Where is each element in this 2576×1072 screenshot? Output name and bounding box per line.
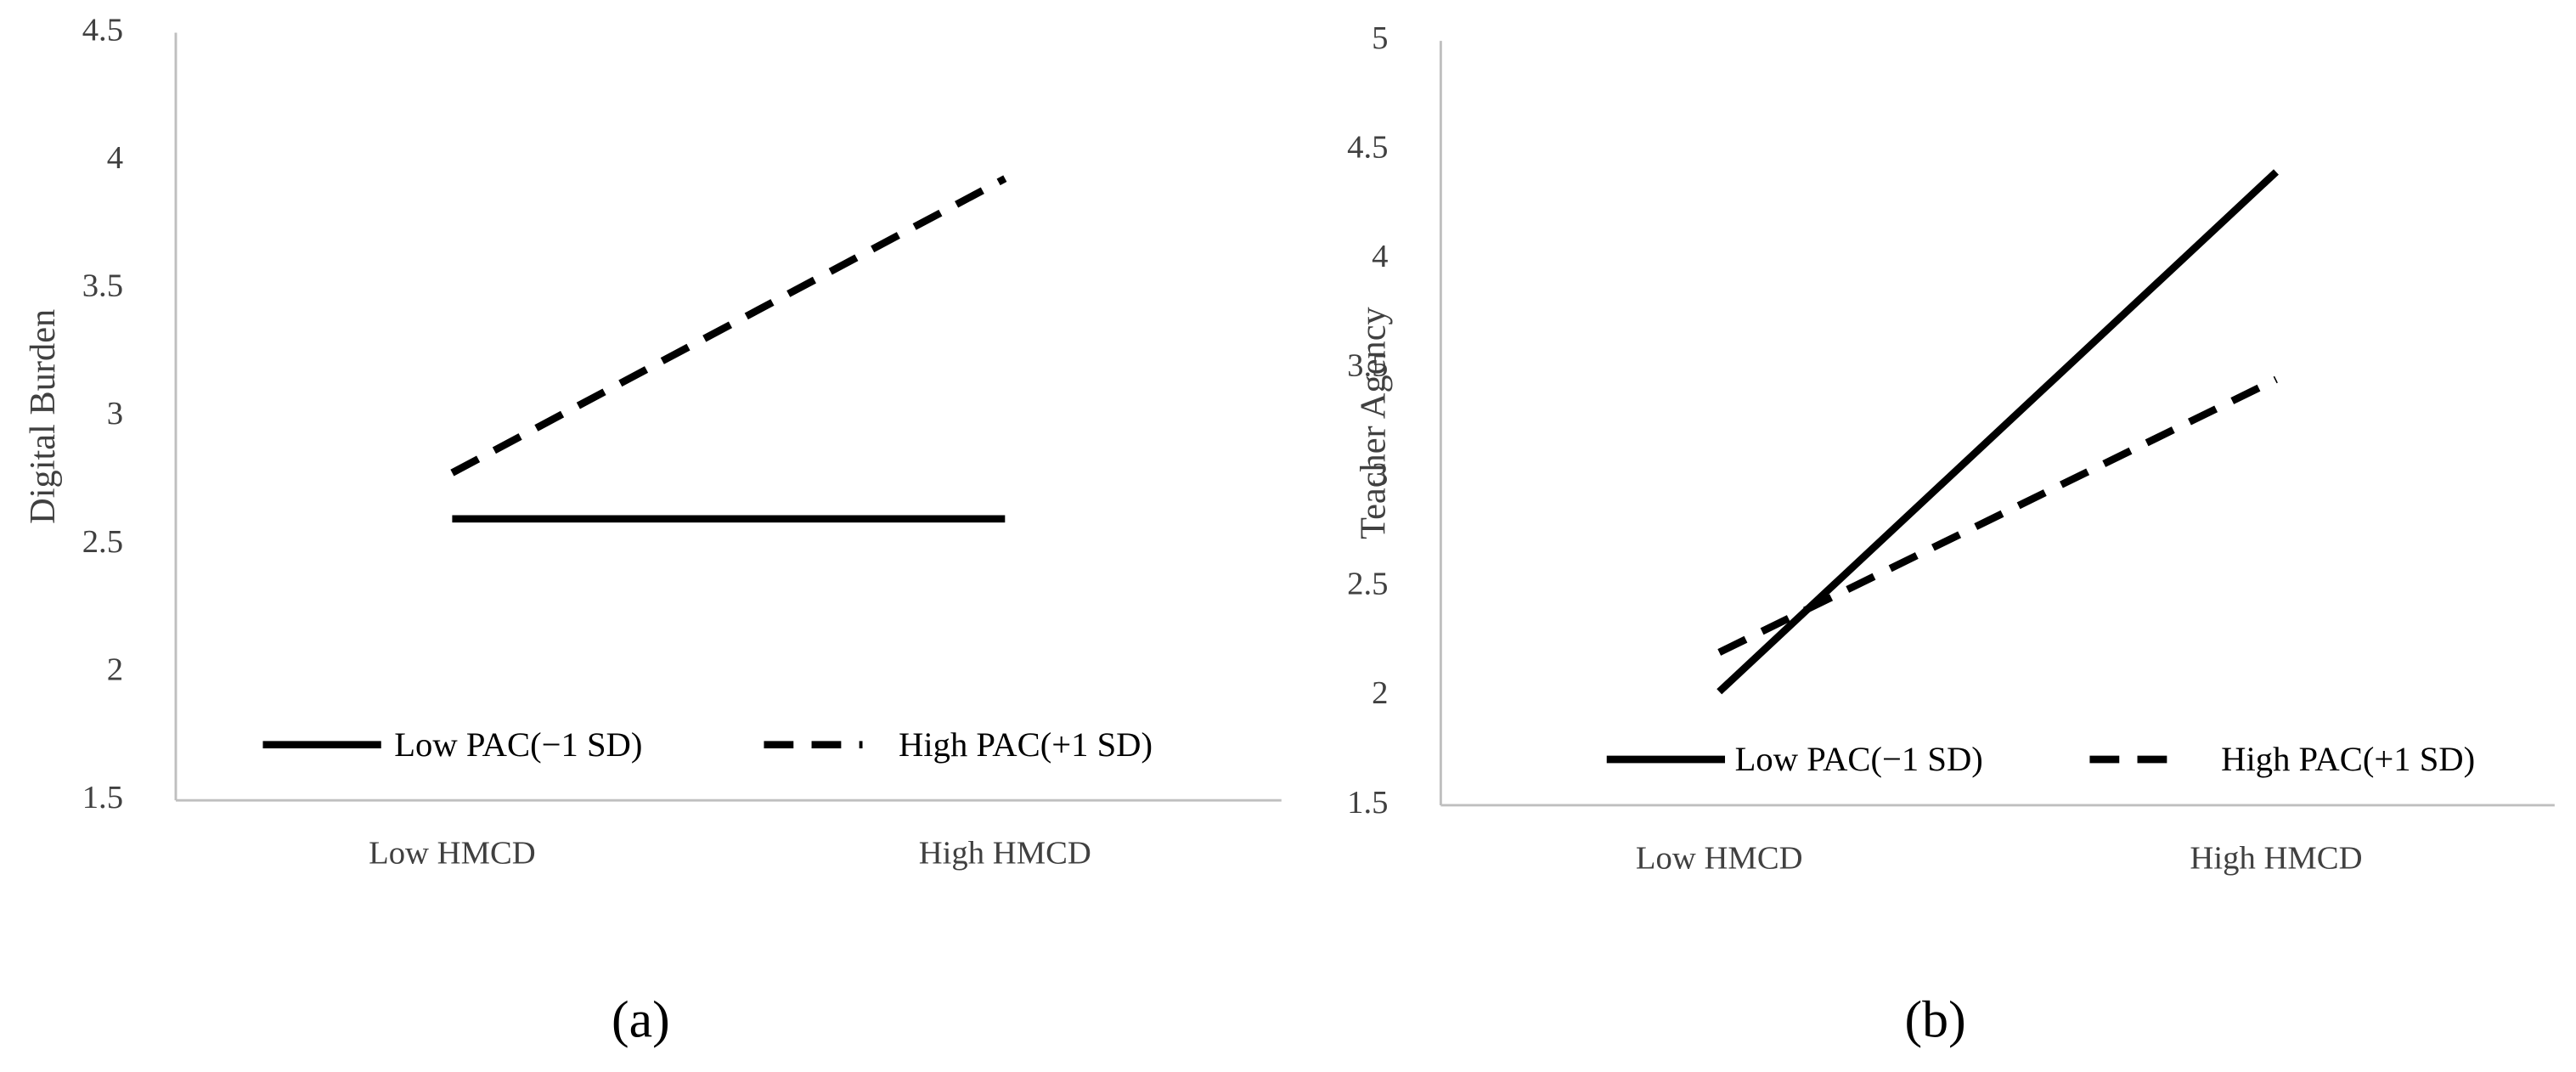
x-tick-label: Low HMCD bbox=[1636, 840, 1803, 876]
y-tick-label: 4.5 bbox=[82, 12, 123, 48]
y-tick-label: 2 bbox=[107, 652, 123, 687]
legend-label: High PAC(+1 SD) bbox=[2221, 740, 2475, 778]
legend-label: High PAC(+1 SD) bbox=[899, 725, 1153, 764]
y-tick-label: 5 bbox=[1372, 20, 1388, 56]
y-tick-label: 2.5 bbox=[82, 524, 123, 560]
y-tick-label: 3.5 bbox=[1347, 348, 1388, 384]
panel-label: (a) bbox=[612, 990, 670, 1048]
x-tick-label: Low HMCD bbox=[369, 836, 536, 872]
y-axis-label: Digital Burden bbox=[23, 309, 63, 524]
series-line bbox=[1716, 169, 2279, 695]
y-tick-label: 2 bbox=[1372, 675, 1388, 711]
series-line bbox=[450, 175, 1007, 477]
y-tick-label: 4.5 bbox=[1347, 130, 1388, 166]
y-tick-label: 1.5 bbox=[1347, 785, 1388, 821]
x-tick-label: High HMCD bbox=[2190, 840, 2362, 876]
series-line bbox=[1717, 375, 2278, 656]
y-tick-label: 4 bbox=[107, 140, 123, 176]
y-tick-label: 1.5 bbox=[82, 780, 123, 815]
y-tick-label: 2.5 bbox=[1347, 567, 1388, 602]
legend-label: Low PAC(−1 SD) bbox=[394, 725, 642, 764]
x-tick-label: High HMCD bbox=[919, 836, 1091, 872]
y-tick-label: 3 bbox=[1372, 457, 1388, 493]
y-tick-label: 4 bbox=[1372, 239, 1388, 274]
y-axis-label: Teacher Agency bbox=[1354, 307, 1394, 539]
legend-label: Low PAC(−1 SD) bbox=[1735, 740, 1983, 778]
panel-label: (b) bbox=[1905, 990, 1966, 1048]
y-tick-label: 3.5 bbox=[82, 268, 123, 304]
y-tick-label: 3 bbox=[107, 396, 123, 432]
